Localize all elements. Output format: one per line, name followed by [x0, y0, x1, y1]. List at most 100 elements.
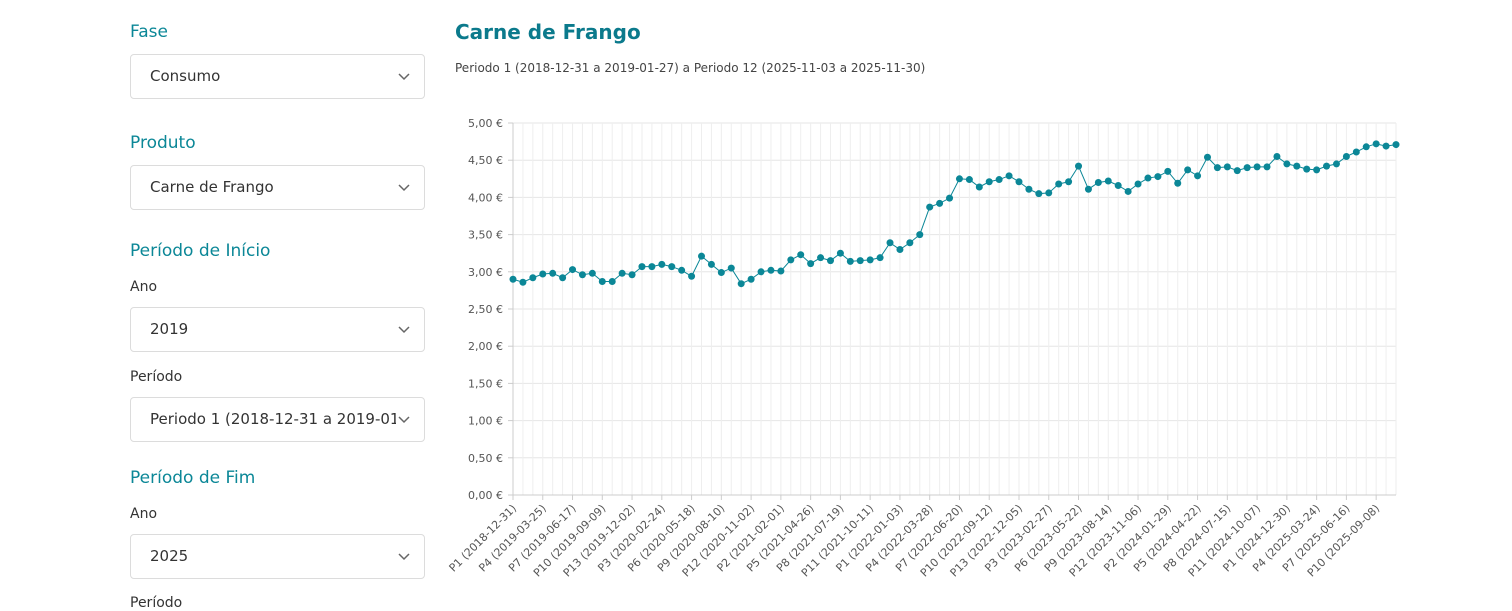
- select[interactable]: Consumo: [130, 54, 425, 99]
- data-point: [1065, 178, 1073, 186]
- data-point: [1332, 160, 1340, 168]
- data-point: [1174, 179, 1182, 187]
- data-point: [688, 272, 696, 280]
- data-point: [1015, 178, 1023, 186]
- select[interactable]: Carne de Frango: [130, 165, 425, 210]
- data-point: [1372, 140, 1380, 148]
- y-tick-label: 0,00 €: [468, 489, 503, 502]
- data-point: [598, 277, 606, 285]
- select[interactable]: 2025: [130, 534, 425, 579]
- data-point: [1005, 172, 1013, 180]
- data-point: [569, 266, 577, 274]
- select-value: 2019: [150, 320, 189, 338]
- data-point: [1273, 152, 1281, 160]
- data-point: [1075, 162, 1083, 170]
- data-point: [856, 257, 864, 265]
- data-point: [1303, 165, 1311, 173]
- data-point: [1362, 143, 1370, 151]
- data-point: [707, 260, 715, 268]
- select-value: Carne de Frango: [150, 178, 274, 196]
- field-label: Período: [130, 369, 183, 385]
- data-point: [1114, 181, 1122, 189]
- data-point: [549, 269, 557, 277]
- data-point: [777, 267, 785, 275]
- y-tick-label: 3,50 €: [468, 229, 503, 242]
- data-point: [846, 257, 854, 265]
- data-point: [578, 271, 586, 279]
- data-point: [1203, 153, 1211, 161]
- section-label: Período de Fim: [130, 468, 256, 488]
- data-point: [975, 183, 983, 191]
- data-point: [797, 251, 805, 259]
- y-tick-label: 4,50 €: [468, 154, 503, 167]
- data-point: [519, 278, 527, 286]
- data-point: [1045, 189, 1053, 197]
- data-point: [1184, 166, 1192, 174]
- data-point: [826, 257, 834, 265]
- chart-subtitle: Periodo 1 (2018-12-31 a 2019-01-27) a Pe…: [455, 61, 926, 75]
- data-point: [866, 256, 874, 264]
- field-label: Ano: [130, 506, 158, 522]
- data-point: [995, 176, 1003, 184]
- series-line: [512, 143, 1397, 285]
- data-point: [1293, 162, 1301, 170]
- data-point: [1035, 190, 1043, 198]
- data-point: [668, 263, 676, 271]
- data-point: [1253, 163, 1261, 171]
- data-point: [807, 260, 815, 268]
- data-point: [1154, 173, 1162, 181]
- chevron: [398, 73, 410, 81]
- select[interactable]: 2019: [130, 307, 425, 352]
- data-point: [985, 178, 993, 186]
- chevron: [398, 553, 410, 561]
- data-point: [1233, 167, 1241, 175]
- data-point: [509, 275, 517, 283]
- data-point: [1392, 141, 1400, 149]
- data-point: [1283, 160, 1291, 168]
- chevron: [398, 416, 410, 424]
- data-point: [886, 239, 894, 247]
- data-point: [1084, 185, 1092, 193]
- data-point: [1313, 166, 1321, 174]
- data-point: [1342, 152, 1350, 160]
- data-point: [717, 269, 725, 277]
- chart-title: Carne de Frango: [455, 20, 641, 44]
- data-point: [1124, 187, 1132, 195]
- data-point: [916, 231, 924, 239]
- data-point: [678, 266, 686, 274]
- data-point: [648, 263, 656, 271]
- y-tick-label: 2,00 €: [468, 340, 503, 353]
- data-point: [559, 274, 567, 282]
- y-tick-label: 1,00 €: [468, 415, 503, 428]
- data-point: [1055, 180, 1063, 188]
- data-point: [588, 269, 596, 277]
- select-value: Consumo: [150, 67, 221, 85]
- data-point: [1025, 185, 1033, 193]
- data-point: [698, 252, 706, 260]
- y-tick-label: 1,50 €: [468, 377, 503, 390]
- data-point: [529, 274, 537, 282]
- data-point: [1194, 172, 1202, 180]
- data-point: [1382, 142, 1390, 150]
- data-point: [1243, 164, 1251, 172]
- data-point: [1144, 174, 1152, 182]
- select[interactable]: Periodo 1 (2018-12-31 a 2019-01-27): [130, 397, 425, 442]
- data-point: [787, 256, 795, 264]
- data-point: [955, 175, 963, 183]
- data-point: [767, 266, 775, 274]
- data-point: [817, 254, 825, 262]
- y-tick-label: 2,50 €: [468, 303, 503, 316]
- select-value: Periodo 1 (2018-12-31 a 2019-01-27): [150, 410, 396, 428]
- data-point: [1223, 163, 1231, 171]
- data-point: [638, 263, 646, 271]
- data-point: [1213, 164, 1221, 172]
- y-tick-label: 4,00 €: [468, 191, 503, 204]
- field-label: Ano: [130, 279, 158, 295]
- data-point: [658, 260, 666, 268]
- data-point: [737, 280, 745, 288]
- data-point: [1323, 162, 1331, 170]
- data-point: [836, 249, 844, 257]
- data-point: [727, 264, 735, 272]
